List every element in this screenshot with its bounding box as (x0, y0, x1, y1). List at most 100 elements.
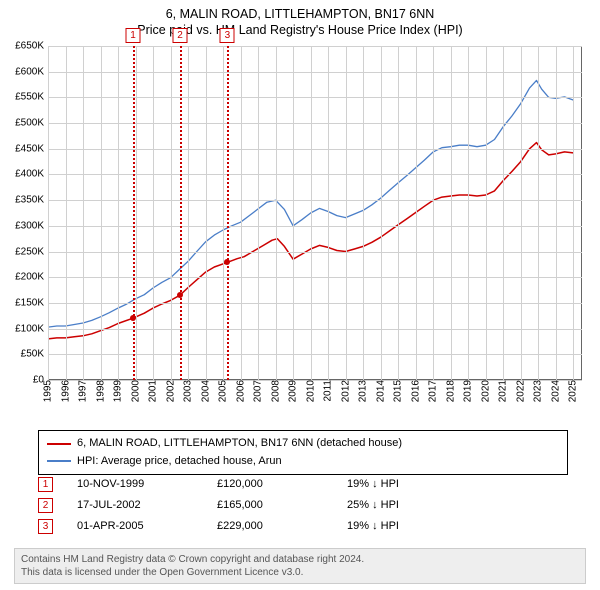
grid-line-v (101, 46, 102, 380)
grid-line-v (223, 46, 224, 380)
y-axis-label: £300K (15, 220, 48, 231)
x-axis-label: 2017 (428, 380, 439, 406)
grid-line-h (48, 174, 582, 175)
x-axis-label: 2010 (305, 380, 316, 406)
x-axis-label: 2008 (270, 380, 281, 406)
grid-line-v (206, 46, 207, 380)
marker-row: 1 10-NOV-1999 £120,000 19% ↓ HPI (38, 474, 568, 495)
marker-vline (227, 46, 229, 380)
footer-line: Contains HM Land Registry data © Crown c… (21, 553, 579, 566)
y-axis-label: £50K (21, 349, 48, 360)
grid-line-h (48, 329, 582, 330)
grid-line-v (521, 46, 522, 380)
footer: Contains HM Land Registry data © Crown c… (14, 548, 586, 584)
grid-line-v (153, 46, 154, 380)
marker-date: 10-NOV-1999 (77, 474, 197, 495)
marker-price: £229,000 (217, 516, 327, 537)
y-axis-label: £150K (15, 297, 48, 308)
grid-line-v (468, 46, 469, 380)
x-axis-label: 2025 (568, 380, 579, 406)
legend-item: HPI: Average price, detached house, Arun (47, 453, 559, 471)
x-axis-label: 1996 (60, 380, 71, 406)
y-axis-label: £450K (15, 143, 48, 154)
x-axis-label: 2009 (288, 380, 299, 406)
marker-vline (180, 46, 182, 380)
grid-line-h (48, 226, 582, 227)
x-axis-label: 2021 (498, 380, 509, 406)
x-axis-label: 2000 (130, 380, 141, 406)
grid-line-v (503, 46, 504, 380)
x-axis-label: 2016 (410, 380, 421, 406)
grid-line-v (486, 46, 487, 380)
y-axis-label: £600K (15, 66, 48, 77)
title-sub: Price paid vs. HM Land Registry's House … (0, 22, 600, 38)
x-axis-label: 2001 (148, 380, 159, 406)
grid-line-h (48, 200, 582, 201)
y-axis-label: £650K (15, 41, 48, 52)
y-axis-label: £500K (15, 118, 48, 129)
x-axis-label: 2012 (340, 380, 351, 406)
marker-row: 3 01-APR-2005 £229,000 19% ↓ HPI (38, 516, 568, 537)
legend-item: 6, MALIN ROAD, LITTLEHAMPTON, BN17 6NN (… (47, 435, 559, 453)
grid-line-v (381, 46, 382, 380)
grid-line-v (398, 46, 399, 380)
x-axis-label: 1999 (113, 380, 124, 406)
marker-badge: 3 (38, 519, 53, 534)
grid-line-h (48, 303, 582, 304)
x-axis-label: 2023 (533, 380, 544, 406)
x-axis-label: 2004 (200, 380, 211, 406)
y-axis-label: £400K (15, 169, 48, 180)
marker-chart-badge: 1 (126, 28, 141, 43)
legend-label: HPI: Average price, detached house, Arun (77, 453, 282, 471)
grid-line-h (48, 46, 582, 47)
marker-date: 17-JUL-2002 (77, 495, 197, 516)
grid-line-v (293, 46, 294, 380)
marker-hpi: 19% ↓ HPI (347, 474, 399, 495)
grid-line-v (66, 46, 67, 380)
grid-line-v (433, 46, 434, 380)
marker-price: £165,000 (217, 495, 327, 516)
grid-line-h (48, 354, 582, 355)
marker-badge: 2 (38, 498, 53, 513)
chart-lines (48, 46, 582, 380)
grid-line-h (48, 149, 582, 150)
x-axis-label: 2005 (218, 380, 229, 406)
grid-line-v (83, 46, 84, 380)
legend-label: 6, MALIN ROAD, LITTLEHAMPTON, BN17 6NN (… (77, 435, 402, 453)
title-main: 6, MALIN ROAD, LITTLEHAMPTON, BN17 6NN (0, 6, 600, 22)
marker-hpi: 19% ↓ HPI (347, 516, 399, 537)
grid-line-v (346, 46, 347, 380)
grid-line-h (48, 72, 582, 73)
marker-vline (133, 46, 135, 380)
x-axis-label: 2007 (253, 380, 264, 406)
y-axis-label: £100K (15, 323, 48, 334)
x-axis-label: 1997 (78, 380, 89, 406)
x-axis-label: 2019 (463, 380, 474, 406)
marker-dot (177, 292, 183, 298)
x-axis-label: 1998 (95, 380, 106, 406)
chart-container: 6, MALIN ROAD, LITTLEHAMPTON, BN17 6NN P… (0, 0, 600, 590)
titles: 6, MALIN ROAD, LITTLEHAMPTON, BN17 6NN P… (0, 0, 600, 39)
grid-line-h (48, 252, 582, 253)
grid-line-h (48, 123, 582, 124)
marker-row: 2 17-JUL-2002 £165,000 25% ↓ HPI (38, 495, 568, 516)
grid-line-v (538, 46, 539, 380)
x-axis-label: 2003 (183, 380, 194, 406)
footer-line: This data is licensed under the Open Gov… (21, 566, 579, 579)
grid-line-v (556, 46, 557, 380)
x-axis-label: 2002 (165, 380, 176, 406)
marker-date: 01-APR-2005 (77, 516, 197, 537)
grid-line-v (573, 46, 574, 380)
grid-line-v (136, 46, 137, 380)
x-axis-label: 2011 (323, 380, 334, 406)
marker-chart-badge: 3 (220, 28, 235, 43)
marker-dot (224, 259, 230, 265)
x-axis-label: 2018 (445, 380, 456, 406)
grid-line-v (311, 46, 312, 380)
x-axis-label: 2020 (480, 380, 491, 406)
x-axis-label: 2013 (358, 380, 369, 406)
grid-line-v (451, 46, 452, 380)
y-axis-label: £250K (15, 246, 48, 257)
grid-line-v (48, 46, 49, 380)
x-axis-label: 1995 (43, 380, 54, 406)
